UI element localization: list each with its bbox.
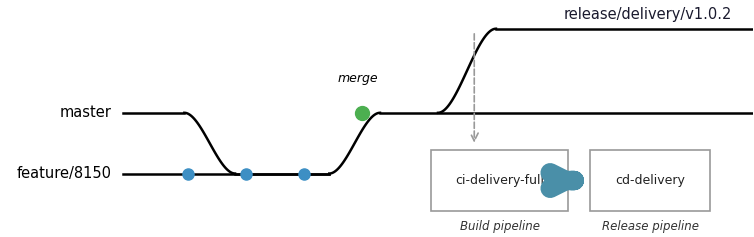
Text: cd-delivery: cd-delivery (615, 174, 685, 187)
Text: merge: merge (338, 72, 379, 85)
Text: feature/8150: feature/8150 (17, 166, 112, 181)
Bar (590, 150, 710, 211)
Text: Build pipeline: Build pipeline (460, 220, 540, 233)
Text: release/delivery/v1.0.2: release/delivery/v1.0.2 (563, 7, 731, 22)
Text: master: master (60, 105, 112, 120)
Text: ci-delivery-full: ci-delivery-full (455, 174, 544, 187)
Bar (431, 150, 569, 211)
Text: Release pipeline: Release pipeline (602, 220, 698, 233)
